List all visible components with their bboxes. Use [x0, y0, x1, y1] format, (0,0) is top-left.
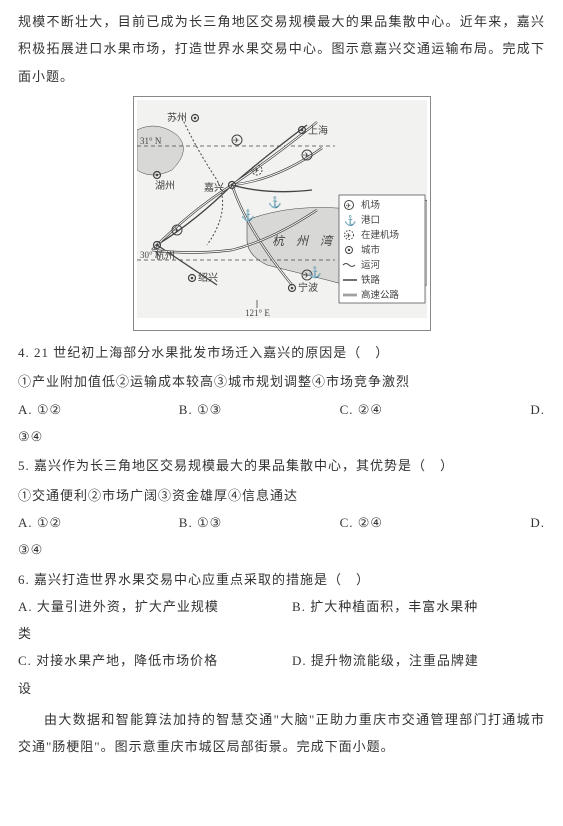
q6-row1: A. 大量引进外资，扩大产业规模 B. 扩大种植面积，丰富水果种 — [18, 593, 545, 620]
svg-text:杭州: 杭州 — [155, 249, 175, 262]
svg-text:⚓: ⚓ — [268, 196, 282, 209]
jiaxing-transport-map: 31° N30° N121° E苏州上海湖州嘉兴杭州绍兴宁波✈✈✈✈✈⚓⚓⚓杭 … — [137, 100, 427, 318]
q4-opt-d: D. — [500, 396, 545, 423]
svg-text:高速公路: 高速公路 — [361, 289, 400, 301]
q5-wrap: ③④ — [18, 536, 545, 563]
svg-text:城市: 城市 — [361, 244, 381, 256]
q6-opt-c: C. 对接水果产地，降低市场价格 — [18, 647, 292, 674]
svg-text:上海: 上海 — [308, 124, 328, 137]
intro-paragraph: 规模不断壮大，目前已成为长三角地区交易规模最大的果品集散中心。近年来，嘉兴积极拓… — [18, 8, 545, 90]
q6-opt-a: A. 大量引进外资，扩大产业规模 — [18, 593, 292, 620]
q5-stem: 5. 嘉兴作为长三角地区交易规模最大的果品集散中心，其优势是（ ） — [18, 452, 545, 479]
q4-opt-a: A. ①② — [18, 396, 179, 423]
svg-text:✈: ✈ — [345, 202, 351, 210]
q6-d-wrap: 设 — [18, 675, 545, 702]
svg-text:⚓: ⚓ — [308, 266, 322, 279]
svg-text:苏州: 苏州 — [167, 111, 187, 124]
svg-text:港口: 港口 — [361, 214, 380, 226]
svg-text:在建机场: 在建机场 — [361, 229, 399, 241]
q5-opt-c: C. ②④ — [340, 509, 501, 536]
outro-paragraph: 由大数据和智能算法加持的智慧交通"大脑"正助力重庆市交通管理部门打通城市交通"肠… — [18, 706, 545, 761]
svg-text:湖州: 湖州 — [155, 180, 175, 192]
q6-b-wrap: 类 — [18, 620, 545, 647]
svg-text:31° N: 31° N — [140, 136, 162, 146]
q5-opt-d: D. — [500, 509, 545, 536]
svg-text:✈: ✈ — [253, 166, 260, 175]
svg-text:✈: ✈ — [173, 226, 180, 235]
svg-text:铁路: 铁路 — [361, 274, 381, 286]
svg-text:宁波: 宁波 — [298, 281, 318, 294]
q4-wrap: ③④ — [18, 423, 545, 450]
q6-row2: C. 对接水果产地，降低市场价格 D. 提升物流能级，注重品牌建 — [18, 647, 545, 674]
svg-text:121° E: 121° E — [245, 308, 270, 318]
q5-opt-a: A. ①② — [18, 509, 179, 536]
q4-opt-c: C. ②④ — [340, 396, 501, 423]
svg-text:绍兴: 绍兴 — [198, 271, 218, 284]
q5-conditions: ①交通便利②市场广阔③资金雄厚④信息通达 — [18, 482, 545, 509]
svg-text:✈: ✈ — [233, 136, 240, 145]
map-container: 31° N30° N121° E苏州上海湖州嘉兴杭州绍兴宁波✈✈✈✈✈⚓⚓⚓杭 … — [18, 96, 545, 331]
q6-stem: 6. 嘉兴打造世界水果交易中心应重点采取的措施是（ ） — [18, 566, 545, 593]
q5-opt-b: B. ①③ — [179, 509, 340, 536]
q6-opt-d: D. 提升物流能级，注重品牌建 — [292, 647, 545, 674]
svg-text:⚓: ⚓ — [344, 214, 356, 227]
svg-text:⚓: ⚓ — [241, 209, 255, 222]
svg-text:运河: 运河 — [361, 259, 381, 271]
q5-options: A. ①② B. ①③ C. ②④ D. — [18, 509, 545, 536]
svg-text:✈: ✈ — [303, 151, 310, 160]
svg-text:机场: 机场 — [361, 199, 380, 211]
q4-opt-b: B. ①③ — [179, 396, 340, 423]
svg-text:杭 州 湾: 杭 州 湾 — [272, 234, 334, 248]
map-frame: 31° N30° N121° E苏州上海湖州嘉兴杭州绍兴宁波✈✈✈✈✈⚓⚓⚓杭 … — [133, 96, 431, 331]
q4-options: A. ①② B. ①③ C. ②④ D. — [18, 396, 545, 423]
q4-stem: 4. 21 世纪初上海部分水果批发市场迁入嘉兴的原因是（ ） — [18, 339, 545, 366]
svg-text:✈: ✈ — [345, 232, 351, 240]
q4-conditions: ①产业附加值低②运输成本较高③城市规划调整④市场竞争激烈 — [18, 368, 545, 395]
svg-text:嘉兴: 嘉兴 — [204, 181, 224, 194]
q6-opt-b: B. 扩大种植面积，丰富水果种 — [292, 593, 545, 620]
